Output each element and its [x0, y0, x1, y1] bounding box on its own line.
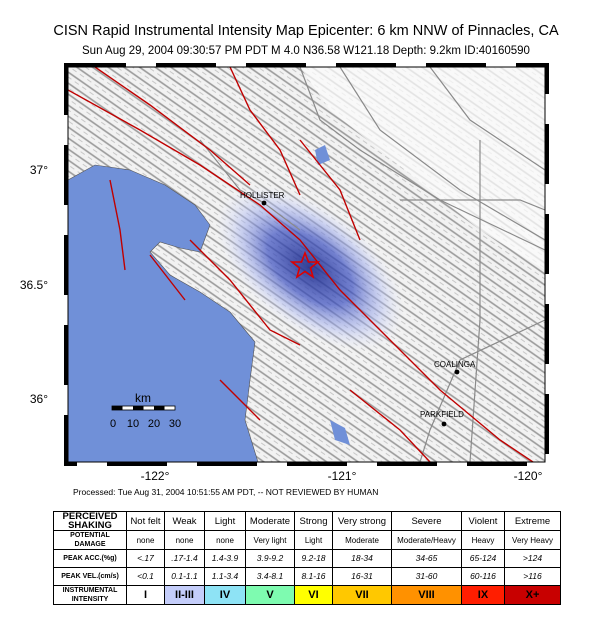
city-dot [261, 200, 267, 206]
faults [68, 67, 535, 462]
legend-cell: 1.4-3.9 [204, 549, 246, 568]
map-figure: CISN Rapid Instrumental Intensity Map Ep… [20, 23, 559, 497]
scale-bar: km 0 10 20 30 [110, 391, 181, 430]
lon-label: -122° [141, 469, 170, 483]
legend-cell: 16-31 [332, 567, 392, 586]
processed-note: Processed: Tue Aug 31, 2004 10:51:55 AM … [73, 487, 378, 497]
legend-cell: Very light [245, 530, 295, 550]
legend-cell: >124 [504, 549, 561, 568]
legend-cell: Very Heavy [504, 530, 561, 550]
legend-cell: 0.1-1.1 [164, 567, 205, 586]
legend-cell: Moderate [332, 530, 392, 550]
legend-row: PERCEIVED SHAKING Not felt Weak Light Modera… [53, 511, 561, 531]
epicenter [289, 250, 321, 279]
legend-cell: Severe [391, 511, 462, 531]
legend-cell: II-III [164, 585, 205, 605]
legend-cell: Not felt [126, 511, 165, 531]
legend-cell: none [204, 530, 246, 550]
legend-row: INSTRUMENTAL INTENSITY I II-III IV V VI VII VII… [53, 585, 561, 605]
legend-cell: >116 [504, 567, 561, 586]
city-label: PARKFIELD [420, 410, 464, 419]
legend-cell: IX [461, 585, 505, 605]
row-label: PERCEIVED SHAKING [53, 511, 127, 531]
legend-cell: Light [294, 530, 333, 550]
lat-label: 36° [30, 392, 48, 406]
legend-cell: VI [294, 585, 333, 605]
legend-cell: Very strong [332, 511, 392, 531]
legend-cell: Violent [461, 511, 505, 531]
city-dot [454, 369, 460, 375]
legend-cell: Moderate [245, 511, 295, 531]
intensity-legend: PERCEIVED SHAKING Not felt Weak Light Modera… [53, 511, 561, 605]
legend-cell: 3.9-9.2 [245, 549, 295, 568]
legend-cell: VII [332, 585, 392, 605]
city-dot [441, 421, 447, 427]
scale-label: 30 [169, 418, 181, 430]
legend-cell: 34-65 [391, 549, 462, 568]
city-label: COALINGA [434, 360, 476, 369]
legend-cell: 3.4-8.1 [245, 567, 295, 586]
legend-cell: Weak [164, 511, 205, 531]
lat-label: 36.5° [20, 278, 48, 292]
legend-cell: 1.1-3.4 [204, 567, 246, 586]
legend-cell: Moderate/Heavy [391, 530, 462, 550]
row-label: PEAK ACC.(%g) [53, 549, 127, 568]
legend-cell: none [126, 530, 165, 550]
lon-label: -120° [514, 469, 543, 483]
legend-cell: 65-124 [461, 549, 505, 568]
legend-cell: 8.1-16 [294, 567, 333, 586]
row-label: POTENTIAL DAMAGE [53, 530, 127, 550]
subtitle: Sun Aug 29, 2004 09:30:57 PM PDT M 4.0 N… [82, 45, 530, 57]
row-label: PEAK VEL.(cm/s) [53, 567, 127, 586]
row-label: INSTRUMENTAL INTENSITY [53, 585, 127, 605]
lat-label: 37° [30, 163, 48, 177]
lon-label: -121° [328, 469, 357, 483]
legend-row: POTENTIAL DAMAGE none none none Very light Li… [53, 530, 561, 550]
legend-cell: X+ [504, 585, 561, 605]
legend-cell: 9.2-18 [294, 549, 333, 568]
legend-cell: I [126, 585, 165, 605]
city-label: HOLLISTER [240, 191, 285, 200]
legend-cell: 60-116 [461, 567, 505, 586]
scale-label: 20 [148, 418, 160, 430]
legend-cell: <0.1 [126, 567, 165, 586]
scale-label: 0 [110, 418, 116, 430]
map-border [64, 63, 549, 466]
scale-unit: km [135, 391, 151, 405]
legend-cell: 18-34 [332, 549, 392, 568]
legend-cell: Extreme [504, 511, 561, 531]
legend-cell: IV [204, 585, 246, 605]
legend-cell: .17-1.4 [164, 549, 205, 568]
legend-row: PEAK VEL.(cm/s) <0.1 0.1-1.1 1.1-3.4 3.4-8.1… [53, 567, 561, 586]
legend-row: PEAK ACC.(%g) <.17.17-1.4 1.4-3.9 3.9-9.2 9.… [53, 549, 561, 568]
legend-cell: VIII [391, 585, 462, 605]
title: CISN Rapid Instrumental Intensity Map Ep… [53, 23, 559, 39]
legend-cell: V [245, 585, 295, 605]
legend-cell: Strong [294, 511, 333, 531]
legend-cell: <.17 [126, 549, 165, 568]
legend-cell: Heavy [461, 530, 505, 550]
valley [300, 67, 545, 270]
map-area: HOLLISTER COALINGA PARKFIELD km 0 10 20 … [68, 67, 545, 462]
legend-cell: Light [204, 511, 246, 531]
scale-label: 10 [127, 418, 139, 430]
legend-cell: none [164, 530, 205, 550]
legend-cell: 31-60 [391, 567, 462, 586]
ocean [68, 164, 259, 462]
